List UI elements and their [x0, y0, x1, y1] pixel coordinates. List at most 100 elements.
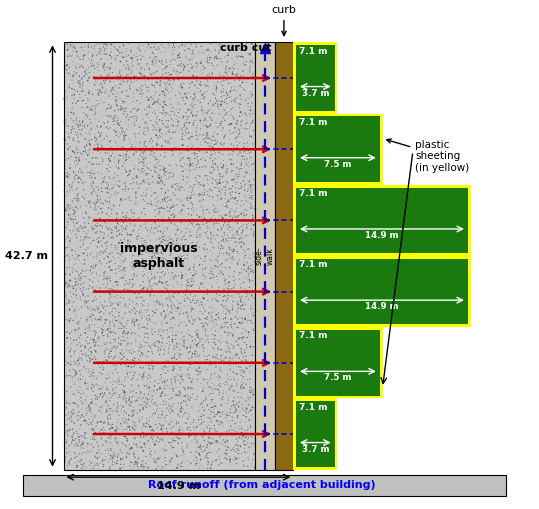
Point [140, 156, 148, 164]
Point [123, 449, 132, 457]
Point [164, 302, 172, 310]
Point [215, 148, 223, 156]
Point [163, 295, 171, 303]
Point [156, 177, 165, 185]
Point [232, 418, 240, 427]
Point [245, 416, 253, 425]
Point [88, 448, 96, 456]
Point [211, 288, 219, 296]
Point [156, 346, 164, 354]
Point [140, 72, 149, 80]
Point [223, 411, 231, 419]
Point [101, 149, 109, 157]
Point [114, 156, 123, 164]
Point [78, 461, 86, 469]
Point [127, 119, 136, 127]
Point [217, 100, 225, 108]
Point [88, 178, 97, 186]
Point [65, 299, 73, 307]
Point [105, 405, 114, 413]
Point [96, 221, 105, 230]
Point [79, 52, 88, 61]
Point [204, 234, 212, 242]
Point [194, 449, 203, 458]
Point [231, 184, 239, 192]
Point [127, 444, 135, 453]
Point [141, 81, 150, 90]
Point [192, 111, 201, 120]
Point [79, 87, 87, 95]
Point [187, 418, 196, 427]
Point [237, 160, 245, 168]
Point [180, 236, 189, 244]
Point [200, 406, 209, 414]
Point [165, 456, 174, 464]
Point [136, 144, 144, 152]
Point [91, 355, 100, 363]
Point [136, 401, 144, 409]
Point [72, 327, 80, 335]
Point [77, 421, 85, 429]
Point [231, 76, 239, 84]
Point [62, 279, 71, 288]
Point [170, 110, 179, 119]
Point [217, 77, 226, 86]
Point [199, 131, 208, 139]
Point [226, 354, 234, 362]
Point [237, 83, 246, 92]
Point [152, 112, 161, 120]
Point [133, 86, 141, 94]
Point [70, 459, 79, 467]
Point [119, 402, 128, 410]
Point [220, 327, 229, 335]
Point [215, 244, 223, 252]
Point [140, 197, 149, 205]
Point [137, 349, 146, 357]
Point [121, 94, 130, 102]
Point [140, 105, 149, 114]
Point [163, 145, 172, 153]
Point [122, 112, 130, 121]
Point [237, 383, 245, 391]
Point [108, 454, 117, 462]
Point [187, 378, 196, 386]
Point [237, 304, 245, 313]
Point [190, 263, 199, 271]
Point [217, 93, 226, 101]
Point [90, 205, 99, 213]
Point [88, 317, 96, 325]
Point [160, 98, 168, 106]
Point [69, 110, 78, 119]
Point [241, 315, 250, 323]
Point [232, 133, 241, 142]
Point [121, 310, 130, 319]
Point [70, 91, 79, 99]
Point [199, 279, 208, 287]
Point [176, 388, 184, 397]
Point [212, 305, 220, 314]
Point [232, 87, 240, 95]
Point [172, 355, 181, 363]
Point [78, 440, 87, 448]
Point [212, 362, 220, 370]
Point [65, 282, 73, 291]
Point [61, 252, 70, 261]
Point [114, 157, 123, 165]
Point [83, 340, 92, 348]
Point [126, 237, 135, 245]
Point [227, 318, 236, 326]
Point [181, 62, 189, 70]
Point [205, 427, 214, 435]
Point [246, 251, 254, 259]
Point [104, 124, 113, 132]
Point [146, 402, 154, 410]
Point [237, 284, 245, 292]
Point [216, 366, 224, 374]
Point [109, 343, 118, 351]
Point [186, 298, 195, 306]
Point [204, 406, 213, 414]
Point [89, 336, 98, 345]
Point [142, 315, 151, 323]
Point [120, 407, 129, 415]
Point [83, 303, 92, 311]
